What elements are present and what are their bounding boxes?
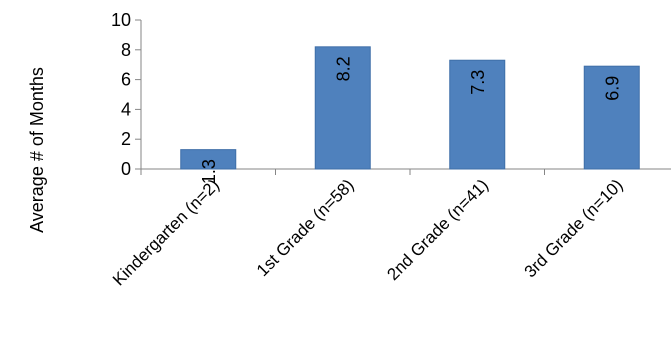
data-label: 6.9 — [603, 76, 623, 101]
bar — [583, 65, 640, 170]
y-tick-label: 10 — [111, 10, 131, 30]
bar — [449, 59, 506, 170]
category-labels: Kindergarten (n=2) 1st Grade (n=58) 2nd Gr… — [109, 175, 627, 289]
category-label: 2nd Grade (n=41) — [383, 175, 492, 284]
category-label: 3rd Grade (n=10) — [521, 175, 627, 281]
category-label: Kindergarten (n=2) — [109, 175, 223, 289]
y-tick-label: 4 — [121, 99, 131, 119]
bar — [180, 149, 237, 170]
category-label: 1st Grade (n=58) — [253, 175, 358, 280]
data-label: 7.3 — [468, 70, 488, 95]
x-axis — [140, 168, 671, 175]
y-tick-label: 0 — [121, 159, 131, 179]
data-label: 1.3 — [199, 159, 219, 184]
y-tick-label: 6 — [121, 70, 131, 90]
y-axis-title: Average # of Months — [27, 67, 47, 233]
data-labels: 1.3 8.2 7.3 6.9 — [199, 56, 623, 184]
bars — [180, 46, 640, 170]
bar — [314, 46, 371, 170]
data-label: 8.2 — [334, 56, 354, 81]
y-tick-label: 8 — [121, 40, 131, 60]
y-tick-label: 2 — [121, 129, 131, 149]
y-axis: 0 2 4 6 8 10 — [111, 10, 142, 179]
